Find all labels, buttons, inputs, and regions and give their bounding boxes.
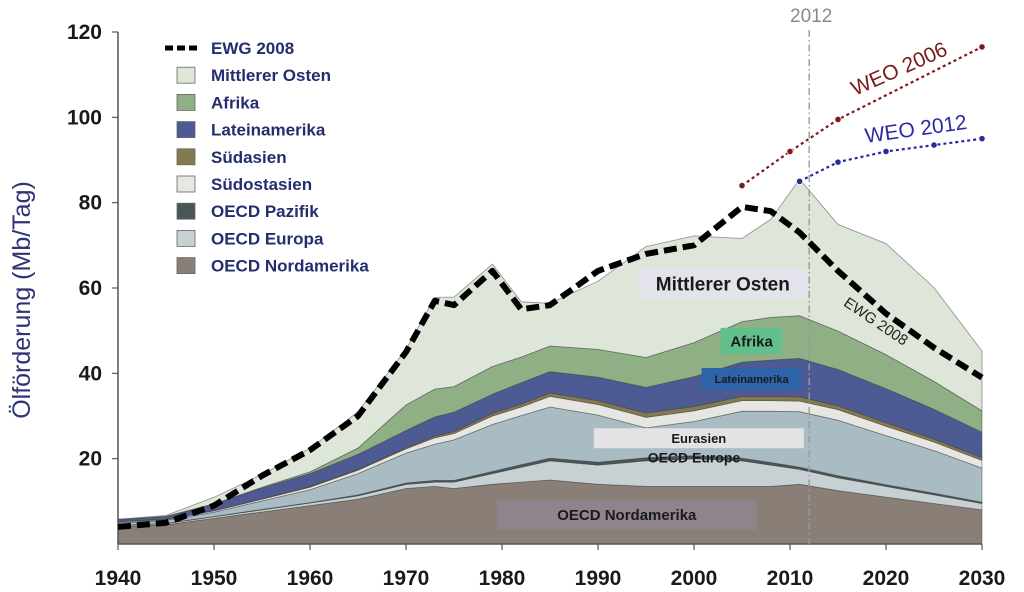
legend-swatch-oecd-pazifik	[176, 202, 196, 220]
region-label-lateinamerika: Lateinamerika	[715, 374, 790, 386]
reference-line-2012: 2012	[790, 6, 832, 544]
region-label-oecd-nordamerika: OECD Nordamerika	[557, 507, 697, 524]
weo-2012-point	[795, 177, 804, 185]
legend-label-s-dostasien: Südostasien	[211, 175, 312, 194]
x-tick-label: 2010	[767, 567, 814, 590]
weo-2012-projection: WEO 2012	[795, 111, 986, 185]
reference-line-label: 2012	[790, 6, 832, 27]
weo-2006-point	[978, 43, 986, 51]
ewg-2008-line	[117, 203, 984, 530]
weo-2012-point	[834, 158, 842, 166]
weo-2012-point	[930, 141, 938, 149]
legend-swatch-s-dasien	[176, 148, 196, 166]
legend-label-oecd-pazifik: OECD Pazifik	[211, 202, 319, 221]
legend-swatch-oecd-europa	[176, 229, 196, 247]
y-tick-label: 40	[79, 362, 102, 385]
y-tick-label: 80	[79, 192, 102, 215]
x-tick-label: 1980	[479, 567, 526, 590]
weo-2006-point	[834, 115, 842, 124]
weo-2006-point	[738, 182, 746, 190]
region-label-bg-afrika	[720, 327, 783, 354]
legend-swatch-mittlerer-osten	[176, 66, 196, 84]
weo-2012-point	[978, 135, 986, 143]
region-label-eurasien: Eurasien	[671, 431, 726, 446]
y-tick-label: 20	[79, 448, 102, 471]
weo-2012-point	[882, 147, 890, 156]
region-label-afrika: Afrika	[730, 333, 773, 350]
legend-swatch-s-dostasien	[176, 175, 196, 193]
region-label-bg-mittlerer-osten	[637, 268, 808, 299]
x-tick-label: 1970	[383, 567, 430, 590]
legend-label-oecd-nordamerika: OECD Nordamerika	[211, 257, 369, 276]
y-axis-label: Ölförderung (Mb/Tag)	[8, 181, 36, 419]
legend-label-lateinamerika: Lateinamerika	[211, 121, 326, 140]
legend-label-ewg-2008: EWG 2008	[211, 39, 294, 58]
weo-2006-point	[786, 147, 794, 156]
weo-2012-line	[799, 137, 983, 183]
x-tick-label: 1940	[95, 567, 142, 590]
weo-2012-label: WEO 2012	[863, 111, 968, 148]
y-tick-label: 120	[67, 21, 102, 44]
y-tick-label: 60	[79, 277, 102, 300]
legend-label-oecd-europa: OECD Europa	[211, 229, 324, 248]
legend-label-s-dasien: Südasien	[211, 148, 287, 167]
x-tick-label: 1950	[191, 567, 238, 590]
x-tick-label: 2020	[863, 567, 910, 590]
legend-swatch-lateinamerika	[176, 121, 196, 138]
x-tick-label: 2000	[671, 567, 718, 590]
y-tick-label: 100	[67, 106, 102, 129]
x-tick-label: 1990	[575, 567, 622, 590]
region-labels: Mittlerer Osten Afrika Lateinamerika Eurasi…	[496, 268, 808, 530]
legend-swatch-oecd-nordamerika	[176, 257, 196, 275]
region-label-oecd-europe: OECD Europe	[648, 450, 741, 466]
region-label-mittlerer-osten: Mittlerer Osten	[656, 275, 790, 296]
region-label-bg-lateinamerika	[701, 367, 802, 390]
legend-label-afrika: Afrika	[211, 93, 260, 112]
legend: EWG 2008 Mittlerer Osten Afrika Lateinameri…	[165, 39, 369, 276]
x-tick-label: 1960	[287, 567, 334, 590]
weo-2006-label: WEO 2006	[848, 38, 951, 101]
region-label-bg-eurasien	[593, 428, 804, 449]
x-tick-labels: 1940 1950 1960 1970 1980 1990 2000 2010 2020 2030	[95, 544, 1006, 590]
legend-label-mittlerer-osten: Mittlerer Osten	[211, 66, 331, 85]
region-label-bg-oecd-nordamerika	[496, 499, 757, 530]
x-tick-label: 2030	[959, 567, 1006, 590]
y-tick-labels: 20 40 60 80 100 120	[67, 21, 118, 471]
legend-swatch-afrika	[176, 94, 196, 111]
